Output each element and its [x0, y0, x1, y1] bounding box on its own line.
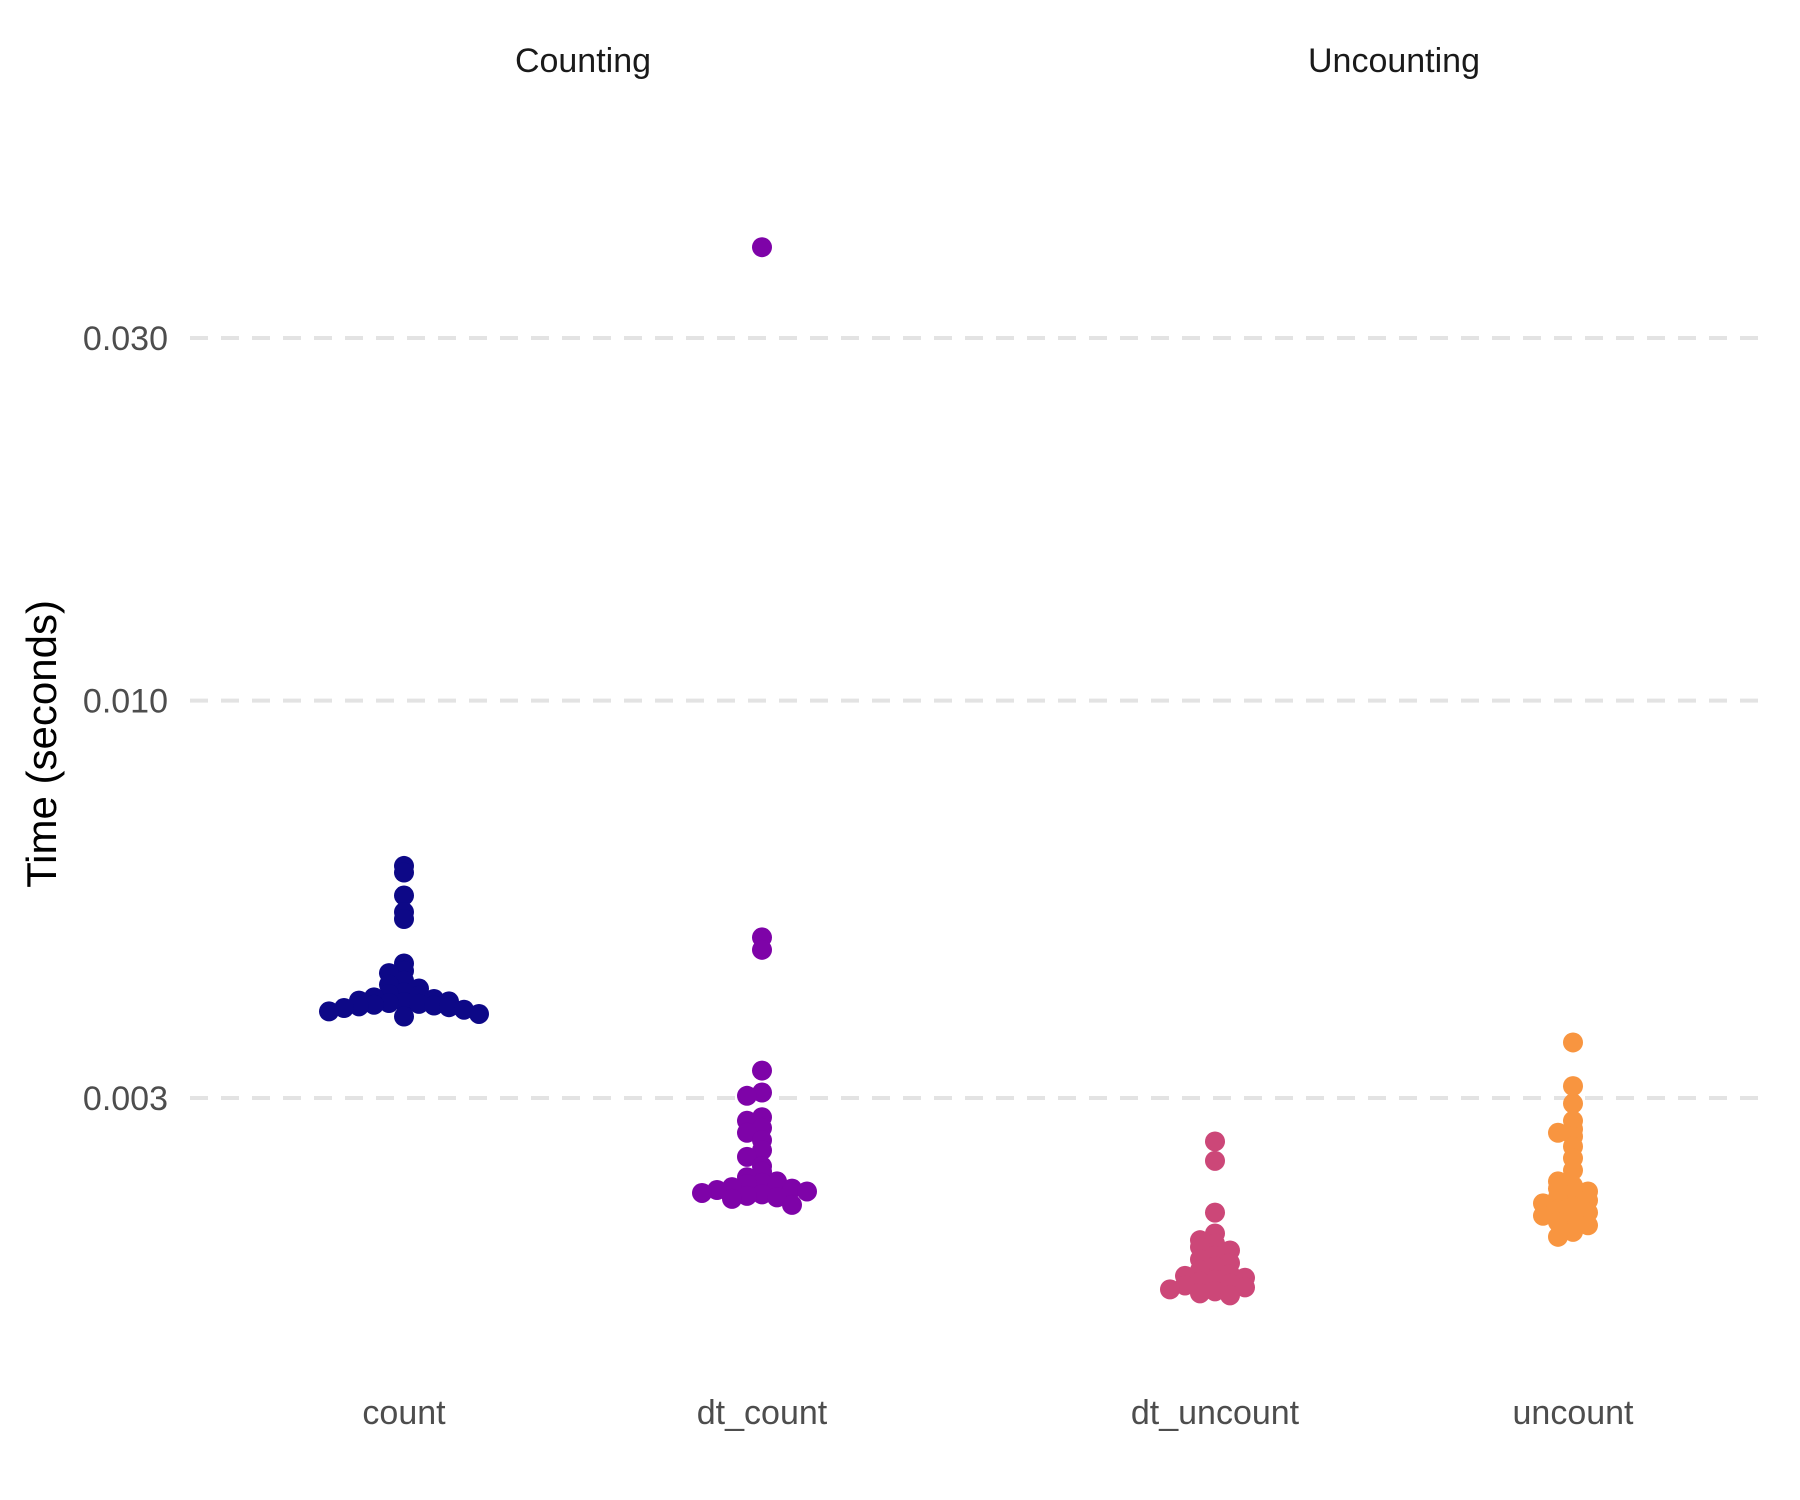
data-point-dt_count — [722, 1188, 742, 1209]
data-point-dt_count — [737, 1122, 757, 1143]
data-point-uncount — [1548, 1122, 1568, 1143]
data-point-count — [334, 998, 354, 1019]
data-point-dt_count — [782, 1194, 802, 1215]
data-point-dt_count — [767, 1187, 787, 1208]
data-point-dt_uncount — [1235, 1277, 1255, 1298]
data-point-dt_uncount — [1205, 1131, 1225, 1152]
facet-title: Counting — [515, 42, 651, 80]
x-axis: count dt_count dt_uncount uncount — [362, 1394, 1634, 1432]
data-point-count — [469, 1003, 489, 1024]
data-point-uncount — [1578, 1215, 1598, 1236]
data-point-count — [394, 1006, 414, 1027]
data-point-dt_count — [752, 1184, 772, 1205]
x-tick-label: dt_count — [697, 1394, 828, 1432]
data-point-dt_count — [707, 1180, 727, 1201]
data-point-uncount — [1563, 1093, 1583, 1114]
data-point-dt_count — [752, 939, 772, 960]
data-point-uncount — [1548, 1212, 1568, 1233]
data-point-dt_count — [797, 1181, 817, 1202]
gridlines — [190, 336, 1770, 1100]
data-point-uncount — [1563, 1160, 1583, 1181]
data-point-dt_uncount — [1205, 1202, 1225, 1223]
data-point-count — [394, 908, 414, 929]
x-tick-label: count — [362, 1394, 446, 1432]
data-point-dt_count — [752, 237, 772, 258]
x-tick-label: uncount — [1513, 1394, 1635, 1432]
data-point-count — [454, 999, 474, 1020]
data-point-dt_count — [737, 1085, 757, 1106]
data-point-uncount — [1563, 1032, 1583, 1053]
data-point-dt_count — [752, 1082, 772, 1103]
data-point-count — [379, 993, 399, 1014]
data-point-uncount — [1563, 1076, 1583, 1097]
data-point-dt_uncount — [1205, 1150, 1225, 1171]
y-tick-label: 0.003 — [83, 1080, 168, 1118]
data-point-dt_uncount — [1205, 1281, 1225, 1302]
facet-title: Uncounting — [1308, 42, 1480, 80]
data-point-dt_uncount — [1220, 1285, 1240, 1306]
data-point-uncount — [1563, 1221, 1583, 1242]
data-point-dt_count — [737, 1146, 757, 1167]
data-point-dt_count — [752, 1060, 772, 1081]
data-point-dt_uncount — [1190, 1283, 1210, 1304]
data-point-count — [394, 992, 414, 1013]
data-point-dt_count — [752, 1140, 772, 1161]
data-point-count — [319, 1001, 339, 1022]
data-point-dt_count — [737, 1185, 757, 1206]
x-tick-label: dt_uncount — [1131, 1394, 1300, 1432]
data-point-dt_count — [692, 1182, 712, 1203]
data-points — [319, 237, 1598, 1306]
data-point-count — [439, 997, 459, 1018]
y-tick-label: 0.030 — [83, 320, 168, 358]
data-point-dt_uncount — [1175, 1275, 1195, 1296]
data-point-count — [364, 994, 384, 1015]
y-axis: 0.003 0.010 0.030 — [83, 320, 168, 1118]
data-point-uncount — [1548, 1226, 1568, 1247]
data-point-uncount — [1533, 1205, 1553, 1226]
y-axis-title: Time (seconds) — [18, 600, 65, 888]
y-tick-label: 0.010 — [83, 683, 168, 721]
data-point-count — [394, 885, 414, 906]
facets: Counting Uncounting — [515, 42, 1480, 80]
data-point-count — [424, 995, 444, 1016]
data-point-count — [394, 862, 414, 883]
data-point-dt_count — [782, 1178, 802, 1199]
data-point-dt_uncount — [1160, 1279, 1180, 1300]
data-point-count — [349, 996, 369, 1017]
data-point-count — [409, 993, 429, 1014]
